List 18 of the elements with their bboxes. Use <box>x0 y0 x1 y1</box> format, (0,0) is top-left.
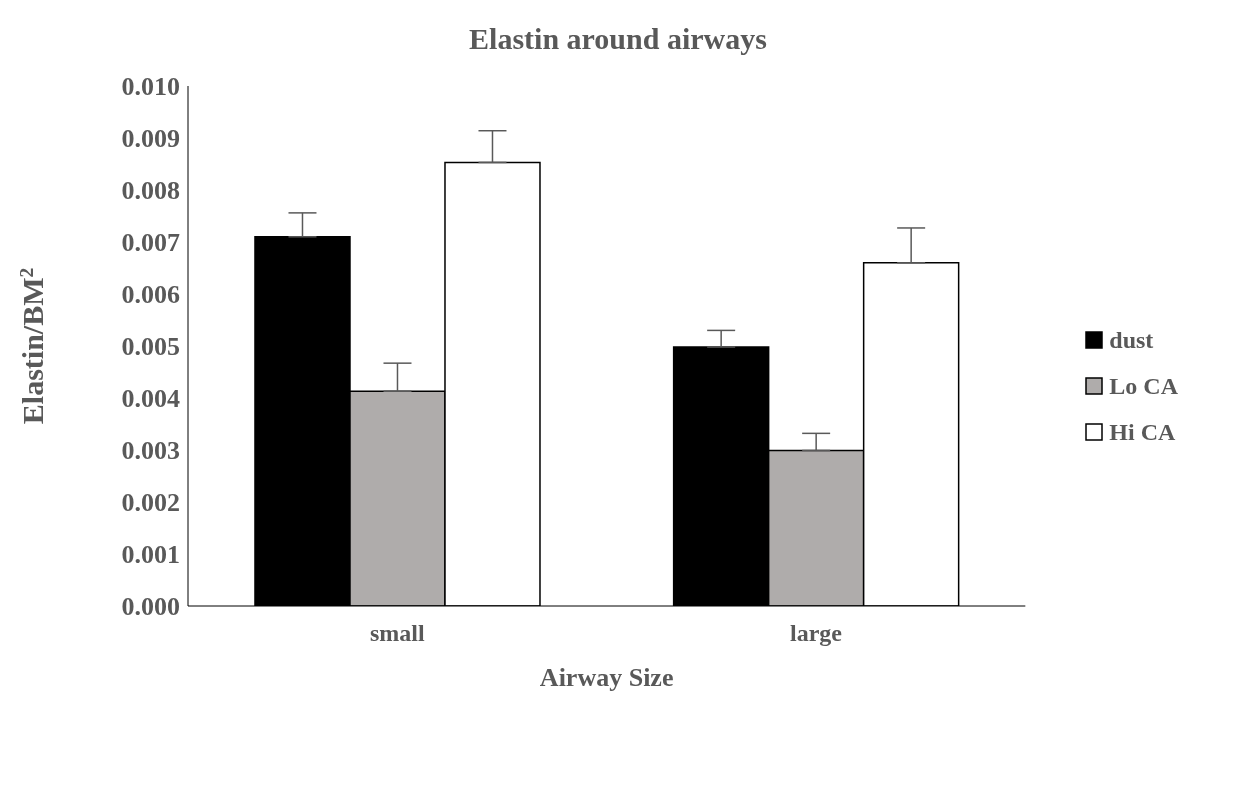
x-tick-label: large <box>790 620 843 647</box>
legend-label: dust <box>1109 326 1154 355</box>
legend-label: Hi CA <box>1109 418 1176 447</box>
x-axis-title: Airway Size <box>539 663 674 692</box>
y-tick-label: 0.009 <box>121 124 180 154</box>
y-tick-label: 0.010 <box>121 72 180 102</box>
y-tick-label: 0.000 <box>121 592 180 622</box>
y-tick-label: 0.005 <box>121 332 180 362</box>
y-tick-label: 0.003 <box>121 436 180 466</box>
y-tick-label: 0.007 <box>121 228 180 258</box>
y-tick-label: 0.006 <box>121 280 180 310</box>
y-tick-label: 0.008 <box>121 176 180 206</box>
chart-title: Elastin around airways <box>468 22 768 56</box>
legend-label: Lo CA <box>1109 372 1178 401</box>
y-tick-label: 0.004 <box>121 384 180 414</box>
y-tick-label: 0.001 <box>121 540 180 570</box>
x-tick-label: small <box>370 620 425 647</box>
y-tick-label: 0.002 <box>121 488 180 518</box>
